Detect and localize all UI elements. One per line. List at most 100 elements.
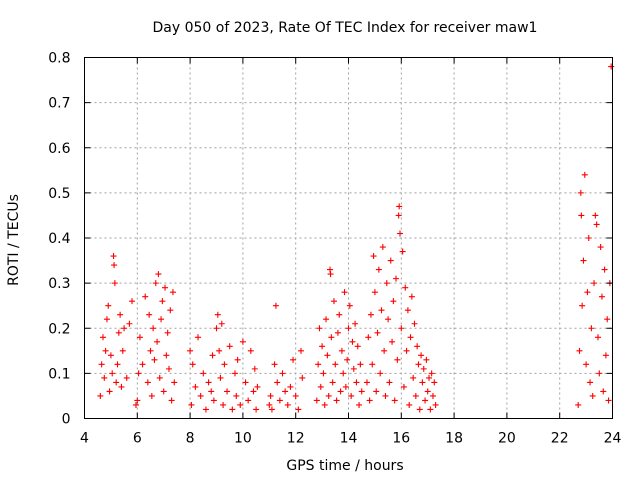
data-point [377,370,384,377]
data-point [373,388,380,395]
data-point [340,370,347,377]
data-point [427,406,434,413]
data-point [231,370,238,377]
data-point [284,401,291,408]
data-point [295,406,302,413]
data-point [132,401,139,408]
data-point [126,320,133,327]
y-tick-label: 0.5 [48,186,70,202]
data-point [233,392,240,399]
data-point [353,379,360,386]
data-point [589,392,596,399]
data-point [419,379,426,386]
data-point [117,311,124,318]
data-point [245,397,252,404]
data-point [345,325,352,332]
data-point [129,298,136,305]
data-point [594,334,601,341]
data-point [279,370,286,377]
data-point [142,293,149,300]
x-tick-label: 8 [186,431,195,447]
data-point [396,203,403,210]
y-tick-label: 0.1 [48,366,70,382]
data-point [370,253,377,260]
data-point [267,392,274,399]
x-tick-label: 16 [392,431,410,447]
data-point [160,388,167,395]
y-axis-label: ROTI / TECUs [6,194,22,286]
data-point [344,356,351,363]
data-point [391,397,398,404]
data-point [579,302,586,309]
data-point [216,347,223,354]
data-point [217,374,224,381]
data-point [224,388,231,395]
data-point [374,329,381,336]
data-point [378,307,385,314]
data-point [234,356,241,363]
data-point [369,361,376,368]
data-point [349,338,356,345]
data-point [580,257,587,264]
data-point [119,347,126,354]
data-point [428,370,435,377]
data-point [367,311,374,318]
data-point [383,280,390,287]
data-point [134,397,141,404]
data-point [597,244,604,251]
data-point [414,343,421,350]
data-point [109,370,116,377]
data-point [336,311,343,318]
data-point [400,383,407,390]
data-point [332,361,339,368]
data-point [287,383,294,390]
data-point [575,401,582,408]
data-point [328,334,335,341]
data-point [121,325,128,332]
data-point [604,316,611,323]
x-tick-label: 6 [133,431,142,447]
data-point [164,329,171,336]
data-point [313,397,320,404]
data-point [220,401,227,408]
data-point [103,316,110,323]
data-point [315,361,322,368]
data-point [320,370,327,377]
data-point [229,406,236,413]
data-point [402,284,409,291]
data-point [266,401,273,408]
data-point [268,406,275,413]
y-tick-label: 0.7 [48,96,70,112]
data-point [189,361,196,368]
data-point [319,343,326,350]
data-point [247,347,254,354]
data-point [602,352,609,359]
data-point [148,392,155,399]
data-point [105,302,112,309]
data-point [188,401,195,408]
data-point [237,401,244,408]
data-point [115,329,122,336]
data-point [226,343,233,350]
data-point [334,329,341,336]
data-point [356,401,363,408]
data-point [297,347,304,354]
data-point [118,383,125,390]
data-point [151,356,158,363]
data-point [292,392,299,399]
data-point [106,388,113,395]
data-point [159,298,166,305]
data-point [350,365,357,372]
y-tick-label: 0.6 [48,141,70,157]
data-point [197,392,204,399]
data-point [429,392,436,399]
y-tick-label: 0.3 [48,276,70,292]
data-point [271,361,278,368]
data-point [154,338,161,345]
data-point [187,347,194,354]
data-point [379,244,386,251]
data-point [101,374,108,381]
y-tick-label: 0.8 [48,51,70,67]
data-point [150,325,157,332]
data-point [404,307,411,314]
